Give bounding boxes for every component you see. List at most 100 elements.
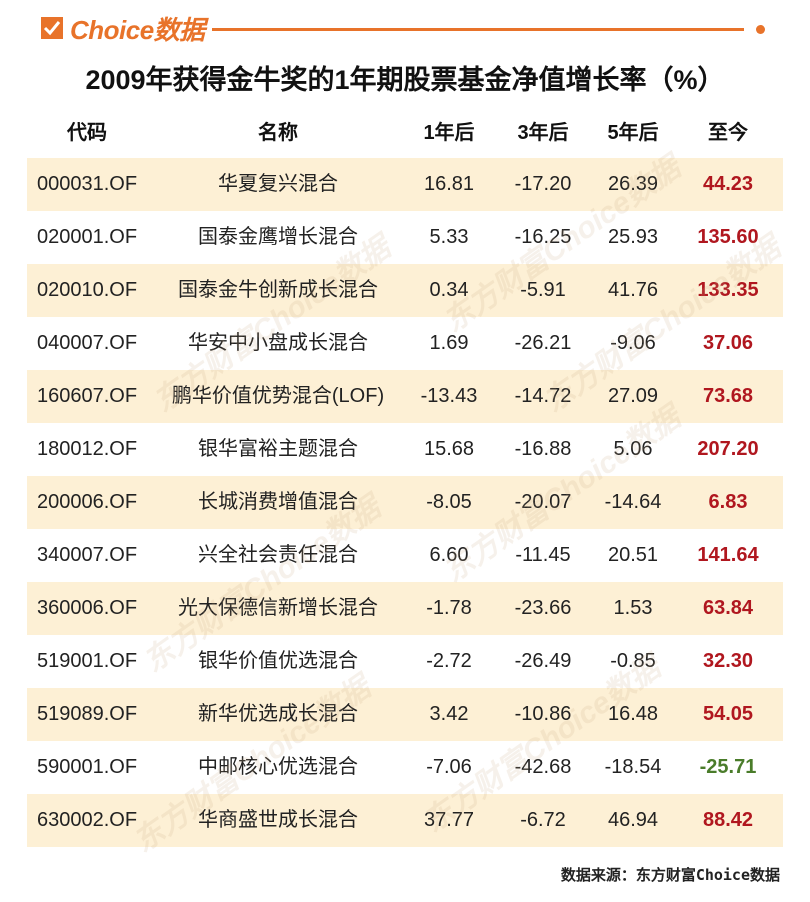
fund-name: 华商盛世成长混合 bbox=[198, 809, 358, 831]
table-row: 340007.OF 兴全社会责任混合 6.60 -11.45 20.51 141.64 bbox=[27, 529, 783, 582]
column-header: 3年后 bbox=[517, 122, 569, 144]
value-cell: 37.77 bbox=[423, 809, 475, 831]
fund-name: 华安中小盘成长混合 bbox=[188, 332, 368, 354]
source: 数据来源：东方财富Choice数据 bbox=[560, 866, 780, 884]
fund-name: 新华优选成长混合 bbox=[198, 703, 358, 725]
fund-code: 360006.OF bbox=[37, 597, 138, 619]
table-row: 519089.OF 新华优选成长混合 3.42 -10.86 16.48 54.05 bbox=[27, 688, 783, 741]
fund-code: 020010.OF bbox=[37, 279, 138, 301]
column-header: 1年后 bbox=[423, 122, 475, 144]
value-cell: -10.86 bbox=[514, 703, 572, 725]
value-cell: -18.54 bbox=[604, 756, 662, 778]
value-cell: 25.93 bbox=[607, 226, 659, 248]
value-cell: -20.07 bbox=[514, 491, 572, 513]
fund-code: 519089.OF bbox=[37, 703, 138, 725]
value-cell: 44.23 bbox=[702, 173, 754, 195]
table-row: 180012.OF 银华富裕主题混合 15.68 -16.88 5.06 207.20 bbox=[27, 423, 783, 476]
header-rule bbox=[212, 28, 744, 31]
value-cell: 37.06 bbox=[702, 332, 754, 354]
value-cell: 27.09 bbox=[607, 385, 659, 407]
value-cell: 3.42 bbox=[429, 703, 469, 725]
value-cell: -5.91 bbox=[520, 279, 566, 301]
table-row: 000031.OF 华夏复兴混合 16.81 -17.20 26.39 44.23 bbox=[27, 158, 783, 211]
fund-name: 银华价值优选混合 bbox=[198, 650, 358, 672]
fund-name: 鹏华价值优势混合(LOF) bbox=[171, 385, 385, 407]
value-cell: -1.78 bbox=[426, 597, 472, 619]
value-cell: -11.45 bbox=[515, 544, 571, 566]
value-cell: 46.94 bbox=[607, 809, 659, 831]
value-cell: 15.68 bbox=[423, 438, 475, 460]
value-cell: 0.34 bbox=[429, 279, 469, 301]
value-cell: 63.84 bbox=[702, 597, 754, 619]
table-row: 519001.OF 银华价值优选混合 -2.72 -26.49 -0.85 32.30 bbox=[27, 635, 783, 688]
column-header: 名称 bbox=[258, 122, 298, 144]
fund-code: 590001.OF bbox=[37, 756, 138, 778]
column-header: 5年后 bbox=[607, 122, 659, 144]
logo-text: Choice数据 bbox=[70, 14, 205, 45]
value-cell: 26.39 bbox=[607, 173, 659, 195]
column-header: 至今 bbox=[708, 122, 748, 144]
value-cell: -17.20 bbox=[514, 173, 572, 195]
value-cell: 16.48 bbox=[607, 703, 659, 725]
value-cell: 5.33 bbox=[429, 226, 469, 248]
logo: Choice数据 bbox=[40, 10, 205, 46]
table-row: 630002.OF 华商盛世成长混合 37.77 -6.72 46.94 88.42 bbox=[27, 794, 783, 847]
value-cell: 41.76 bbox=[607, 279, 659, 301]
value-cell: 1.53 bbox=[613, 597, 653, 619]
fund-name: 银华富裕主题混合 bbox=[198, 438, 358, 460]
value-cell: -16.88 bbox=[514, 438, 572, 460]
value-cell: -7.06 bbox=[426, 756, 472, 778]
value-cell: 6.83 bbox=[708, 491, 748, 513]
value-cell: -25.71 bbox=[699, 756, 757, 778]
value-cell: 135.60 bbox=[697, 226, 759, 248]
fund-code: 020001.OF bbox=[37, 226, 138, 248]
value-cell: 6.60 bbox=[429, 544, 469, 566]
header-dot bbox=[756, 25, 765, 34]
value-cell: 141.64 bbox=[697, 544, 759, 566]
fund-code: 519001.OF bbox=[37, 650, 138, 672]
value-cell: 20.51 bbox=[607, 544, 659, 566]
fund-name: 长城消费增值混合 bbox=[198, 491, 358, 513]
fund-code: 180012.OF bbox=[37, 438, 138, 460]
table-row: 590001.OF 中邮核心优选混合 -7.06 -42.68 -18.54 -25.71 bbox=[27, 741, 783, 794]
value-cell: -26.49 bbox=[514, 650, 572, 672]
value-cell: -6.72 bbox=[520, 809, 566, 831]
value-cell: 1.69 bbox=[429, 332, 469, 354]
value-cell: -2.72 bbox=[426, 650, 472, 672]
value-cell: -9.06 bbox=[610, 332, 656, 354]
value-cell: -13.43 bbox=[420, 385, 478, 407]
fund-code: 000031.OF bbox=[37, 173, 138, 195]
value-cell: 54.05 bbox=[702, 703, 754, 725]
value-cell: -8.05 bbox=[426, 491, 472, 513]
value-cell: 207.20 bbox=[697, 438, 759, 460]
value-cell: 73.68 bbox=[702, 385, 754, 407]
fund-name: 国泰金鹰增长混合 bbox=[198, 226, 358, 248]
title: 2009年获得金牛奖的1年期股票基金净值增长率（%） bbox=[85, 65, 725, 95]
column-header: 代码 bbox=[67, 122, 107, 144]
table-row: 020001.OF 国泰金鹰增长混合 5.33 -16.25 25.93 135.60 bbox=[27, 211, 783, 264]
table-row: 040007.OF 华安中小盘成长混合 1.69 -26.21 -9.06 37.06 bbox=[27, 317, 783, 370]
value-cell: 32.30 bbox=[702, 650, 754, 672]
value-cell: -23.66 bbox=[514, 597, 572, 619]
value-cell: -14.72 bbox=[514, 385, 572, 407]
value-cell: -42.68 bbox=[514, 756, 572, 778]
fund-code: 340007.OF bbox=[37, 544, 138, 566]
fund-code: 200006.OF bbox=[37, 491, 138, 513]
value-cell: -14.64 bbox=[604, 491, 662, 513]
table-row: 160607.OF 鹏华价值优势混合(LOF) -13.43 -14.72 27.09 7… bbox=[27, 370, 783, 423]
fund-code: 630002.OF bbox=[37, 809, 138, 831]
fund-code: 040007.OF bbox=[37, 332, 138, 354]
value-cell: -26.21 bbox=[514, 332, 572, 354]
fund-name: 华夏复兴混合 bbox=[218, 173, 338, 195]
table-row: 020010.OF 国泰金牛创新成长混合 0.34 -5.91 41.76 133.35 bbox=[27, 264, 783, 317]
fund-name: 中邮核心优选混合 bbox=[198, 756, 358, 778]
value-cell: -16.25 bbox=[514, 226, 572, 248]
value-cell: 16.81 bbox=[423, 173, 475, 195]
table-row: 200006.OF 长城消费增值混合 -8.05 -20.07 -14.64 6.83 bbox=[27, 476, 783, 529]
fund-name: 兴全社会责任混合 bbox=[198, 544, 358, 566]
value-cell: 5.06 bbox=[613, 438, 653, 460]
fund-code: 160607.OF bbox=[37, 385, 138, 407]
table-row: 360006.OF 光大保德信新增长混合 -1.78 -23.66 1.53 63.84 bbox=[27, 582, 783, 635]
value-cell: -0.85 bbox=[610, 650, 656, 672]
